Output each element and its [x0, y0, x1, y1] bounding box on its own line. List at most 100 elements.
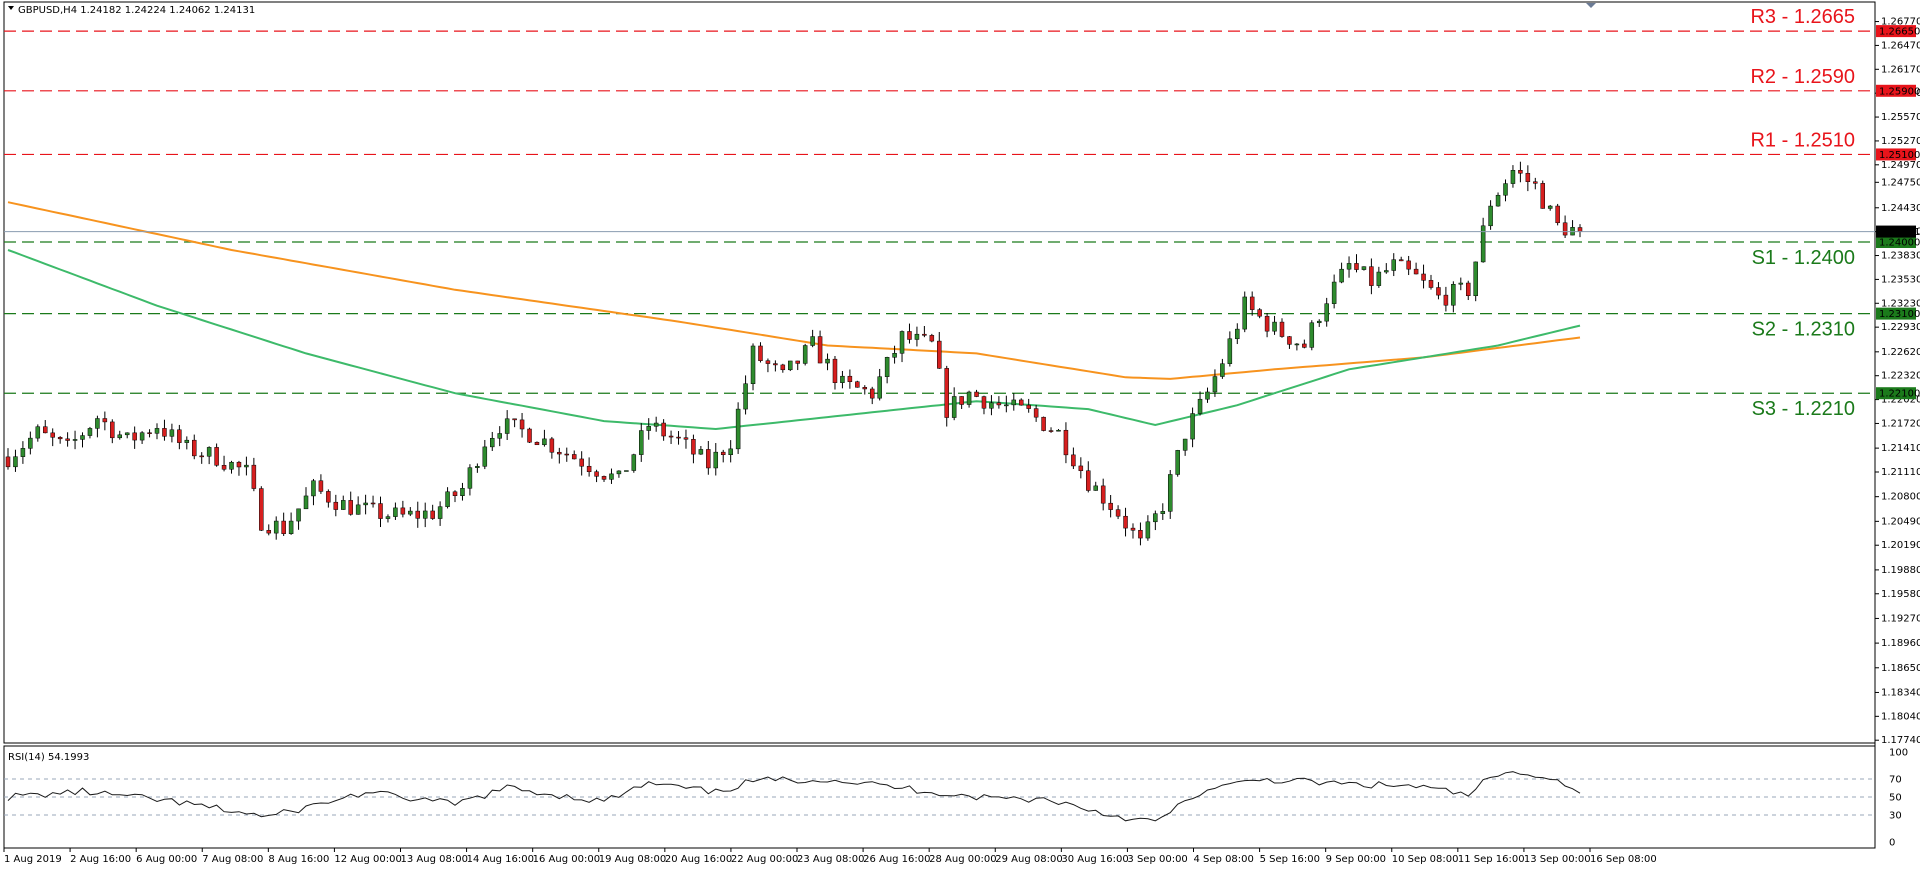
level-tag-label: 1.23100 [1879, 309, 1920, 320]
candle [1197, 391, 1203, 416]
level-label-s2: S2 - 1.2310 [1752, 319, 1855, 341]
candle [1175, 449, 1180, 477]
time-axis-ticks: 1 Aug 2019 2 Aug 16:00 6 Aug 00:00 7 Aug 08… [3, 848, 1657, 865]
candle [244, 456, 249, 476]
candle [177, 424, 182, 450]
candle [817, 330, 823, 364]
candle [810, 329, 815, 348]
candle [1510, 165, 1516, 188]
candle [639, 423, 644, 462]
candle [661, 419, 666, 441]
candle [1324, 297, 1329, 327]
x-tick-label: 7 Aug 08:00 [202, 854, 263, 865]
x-tick-label: 14 Aug 16:00 [467, 854, 534, 865]
candle [1249, 291, 1255, 316]
price-tag-bg [1876, 225, 1916, 238]
candle [914, 326, 920, 347]
candle [1443, 286, 1449, 312]
candle [1018, 398, 1024, 406]
candle [437, 501, 443, 526]
candle [1212, 369, 1218, 397]
rsi-pane-frame [3, 745, 1876, 849]
candle [1071, 447, 1076, 469]
level-tag-bg [1876, 84, 1916, 97]
y-tick-label: 1.22620 [1881, 347, 1920, 358]
x-tick-label: 23 Aug 08:00 [797, 854, 864, 865]
shift-marker-icon[interactable] [1586, 3, 1596, 8]
candle [862, 385, 868, 395]
candle [80, 432, 85, 448]
candle [1346, 256, 1352, 278]
candle [840, 370, 845, 389]
candle [214, 443, 219, 467]
candle [1525, 165, 1531, 192]
candle [311, 478, 316, 506]
candle [1242, 291, 1247, 333]
candle [735, 402, 741, 454]
dropdown-triangle-icon[interactable] [8, 6, 14, 10]
candle [1257, 308, 1262, 319]
candle [1503, 179, 1508, 202]
candle [1190, 407, 1195, 448]
candle [698, 446, 704, 455]
candle [1279, 318, 1285, 338]
y-tick-label: 1.23830 [1881, 251, 1920, 262]
candle [1138, 522, 1143, 546]
level-label-s3: S3 - 1.2210 [1752, 398, 1855, 420]
candle [318, 474, 324, 494]
candle [95, 415, 100, 438]
candle [162, 419, 167, 441]
rsi-label: RSI(14) 54.1993 [8, 752, 89, 763]
candle [788, 360, 793, 372]
candle [422, 502, 428, 528]
candle [452, 490, 458, 503]
x-tick-label: 10 Sep 08:00 [1392, 854, 1459, 865]
rsi-indicator: 100 70 50 30 0 [4, 748, 1908, 849]
candle [825, 353, 830, 371]
rsi-tick-label: 50 [1889, 793, 1902, 804]
y-tick-label: 1.20190 [1881, 540, 1920, 551]
level-tag-bg [1876, 25, 1916, 38]
candle [534, 441, 540, 446]
candle [1063, 422, 1069, 464]
x-tick-label: 28 Aug 00:00 [929, 854, 996, 865]
price-axis-ticks: 1.267701.264701.261701.258701.255701.252… [1875, 17, 1920, 746]
y-tick-label: 1.24970 [1881, 160, 1920, 171]
candle [1115, 505, 1121, 520]
y-tick-label: 1.21110 [1881, 467, 1920, 478]
candle [557, 447, 562, 464]
candle [1033, 404, 1039, 422]
candle [1302, 339, 1307, 349]
candle [72, 430, 78, 450]
candle [1540, 180, 1545, 209]
candle [922, 325, 927, 338]
candle [1495, 192, 1501, 207]
rsi-tick-label: 100 [1889, 748, 1908, 759]
candle [206, 446, 212, 465]
candle [333, 494, 339, 517]
candle [773, 360, 778, 372]
x-tick-label: 20 Aug 16:00 [665, 854, 732, 865]
y-tick-label: 1.22320 [1881, 371, 1920, 382]
candle [1153, 510, 1158, 531]
y-tick-label: 1.25570 [1881, 112, 1920, 123]
candle [251, 457, 257, 492]
x-tick-label: 16 Aug 00:00 [533, 854, 600, 865]
candle [132, 426, 137, 449]
candle [57, 436, 63, 444]
candle [1361, 266, 1367, 271]
candle [564, 447, 570, 462]
candle [1123, 507, 1128, 537]
candle [348, 491, 353, 516]
y-tick-label: 1.20800 [1881, 492, 1920, 503]
candle [28, 431, 33, 455]
candle [147, 429, 152, 438]
main-pane-frame [3, 1, 1876, 744]
y-tick-label: 1.26470 [1881, 40, 1920, 51]
candle [907, 323, 912, 344]
candle [929, 333, 935, 343]
rsi-tick-label: 0 [1889, 838, 1895, 849]
candle [683, 429, 689, 449]
candle [281, 512, 286, 536]
